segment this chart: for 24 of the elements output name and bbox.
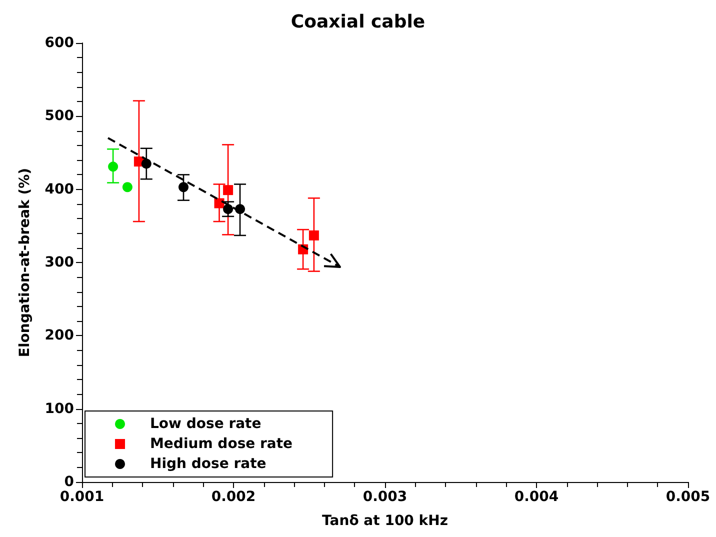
point bbox=[308, 230, 319, 240]
y-tick-label: 0 bbox=[64, 474, 74, 490]
point bbox=[122, 182, 132, 192]
y-axis-title: Elongation-at-break (%) bbox=[17, 168, 33, 358]
y-tick-label: 100 bbox=[44, 400, 74, 417]
y-tick-label: 600 bbox=[44, 35, 74, 51]
chart-title: Coaxial cable bbox=[290, 12, 426, 32]
x-tick-label: 0.003 bbox=[362, 489, 408, 505]
point bbox=[108, 162, 118, 172]
point bbox=[223, 185, 234, 196]
x-tick-label: 0.002 bbox=[211, 489, 256, 505]
x-tick-label: 0.001 bbox=[60, 489, 104, 505]
y-tick-label: 300 bbox=[44, 254, 74, 270]
y-tick-label: 500 bbox=[44, 108, 74, 124]
legend-label: Low dose rate bbox=[150, 416, 262, 432]
point bbox=[178, 182, 189, 192]
point bbox=[223, 204, 234, 214]
legend-label: Medium dose rate bbox=[150, 436, 293, 452]
x-tick-label: 0.004 bbox=[514, 489, 559, 505]
x-tick-label: 0.005 bbox=[666, 489, 710, 505]
x-axis-title: Tanδ at 100 kHz bbox=[322, 513, 448, 529]
y-tick-label: 200 bbox=[44, 328, 74, 344]
y-tick-label: 400 bbox=[44, 181, 74, 198]
legend-label: High dose rate bbox=[150, 456, 266, 472]
